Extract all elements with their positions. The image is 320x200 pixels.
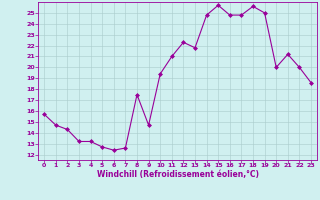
X-axis label: Windchill (Refroidissement éolien,°C): Windchill (Refroidissement éolien,°C) [97,170,259,179]
